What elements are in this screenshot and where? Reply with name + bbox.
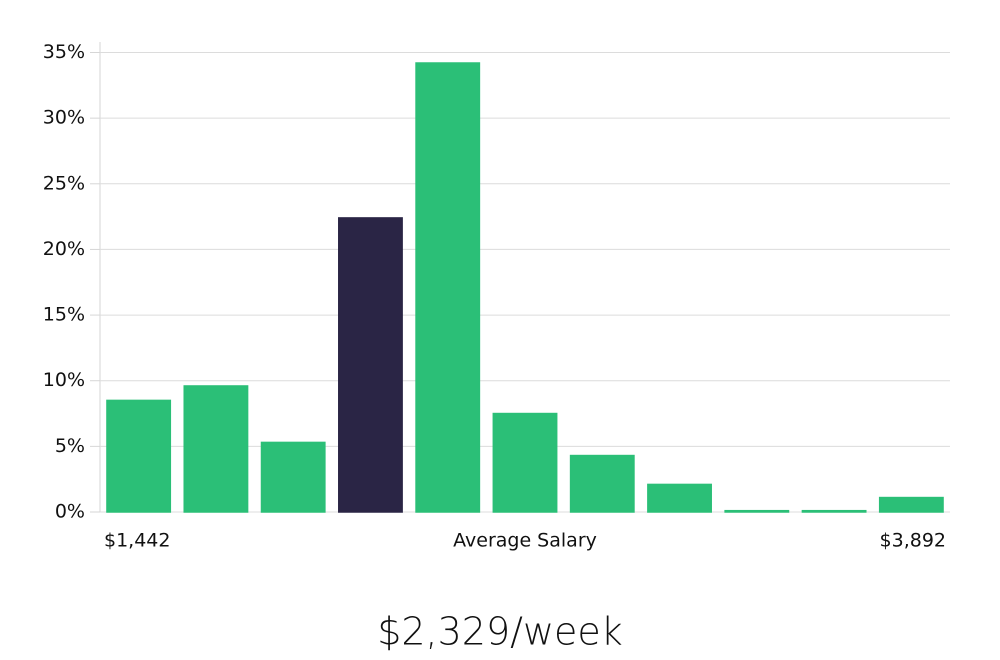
y-tick-label: 25%	[43, 172, 85, 194]
y-tick-label: 5%	[55, 435, 85, 457]
y-tick-label: 0%	[55, 501, 85, 523]
bar	[338, 217, 403, 513]
y-tick-label: 10%	[43, 369, 85, 391]
bar	[724, 509, 790, 513]
bar	[183, 385, 249, 513]
y-tick-label: 35%	[43, 41, 85, 63]
bar	[415, 62, 481, 513]
x-center-label: Average Salary	[453, 530, 597, 552]
y-tick-label: 30%	[43, 107, 85, 129]
bar	[878, 496, 944, 513]
bar	[569, 454, 635, 513]
x-max-label: $3,892	[880, 530, 946, 552]
x-min-label: $1,442	[104, 530, 170, 552]
y-tick-label: 20%	[43, 238, 85, 260]
y-tick-label: 15%	[43, 304, 85, 326]
footer-salary: $2,329/week	[377, 610, 623, 654]
bar	[801, 509, 867, 513]
bar	[260, 441, 326, 513]
bar	[647, 483, 712, 513]
bar	[106, 399, 172, 513]
bar	[492, 412, 558, 513]
